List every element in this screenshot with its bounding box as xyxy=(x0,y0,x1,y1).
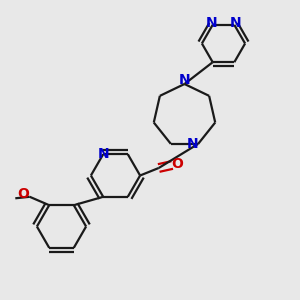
Text: N: N xyxy=(186,137,198,151)
Text: N: N xyxy=(230,16,242,30)
Text: O: O xyxy=(172,157,184,171)
Text: N: N xyxy=(179,73,190,86)
Text: O: O xyxy=(17,187,29,201)
Text: N: N xyxy=(98,147,109,161)
Text: N: N xyxy=(206,16,217,30)
